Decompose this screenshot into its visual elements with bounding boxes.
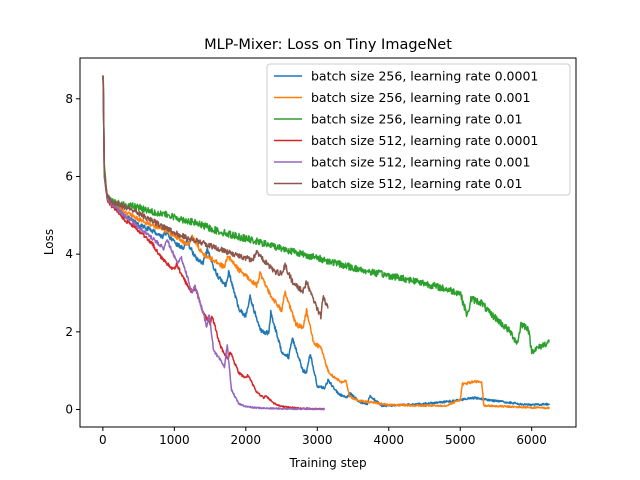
y-axis-ticks: 0 2 4 6 8: [65, 92, 80, 417]
y-tick-label: 0: [65, 403, 73, 417]
legend: batch size 256, learning rate 0.0001 batc…: [266, 63, 571, 196]
x-tick-label: 0: [99, 433, 107, 447]
x-tick-label: 6000: [516, 433, 547, 447]
plot-area: [102, 75, 551, 411]
y-tick-label: 6: [65, 169, 73, 183]
series-line-3: [102, 75, 550, 355]
chart-title: MLP-Mixer: Loss on Tiny ImageNet: [204, 37, 452, 53]
legend-label: batch size 512, learning rate 0.001: [311, 155, 530, 170]
x-axis-ticks: 0 1000 2000 3000 4000 5000 6000: [99, 427, 547, 447]
y-tick-label: 4: [65, 247, 73, 261]
x-axis-label: Training step: [288, 456, 366, 470]
legend-label: batch size 256, learning rate 0.01: [311, 112, 522, 127]
x-tick-label: 5000: [445, 433, 476, 447]
y-tick-label: 8: [65, 92, 73, 106]
legend-label: batch size 256, learning rate 0.001: [311, 90, 530, 105]
legend-label: batch size 256, learning rate 0.0001: [311, 69, 538, 84]
x-tick-label: 3000: [302, 433, 333, 447]
x-tick-label: 4000: [373, 433, 404, 447]
legend-label: batch size 512, learning rate 0.01: [311, 176, 522, 191]
axes-frame: [79, 57, 577, 428]
x-tick-label: 2000: [231, 433, 262, 447]
x-tick-label: 1000: [159, 433, 190, 447]
series-line-1: [102, 75, 551, 408]
y-axis-label: Loss: [42, 229, 56, 255]
legend-label: batch size 512, learning rate 0.0001: [311, 133, 538, 148]
series-line-6: [102, 75, 329, 320]
series-line-4: [102, 75, 325, 411]
legend-box: [266, 63, 571, 196]
y-tick-label: 2: [65, 325, 73, 339]
series-line-5: [102, 75, 326, 411]
